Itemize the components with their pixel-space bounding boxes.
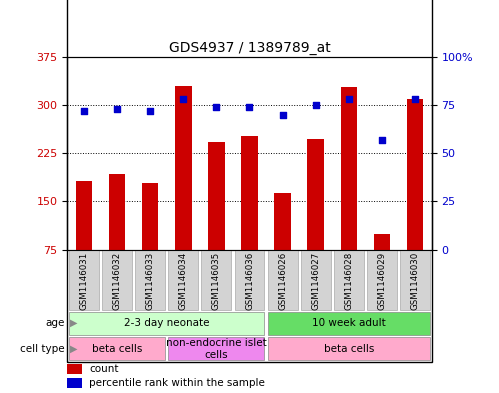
Text: percentile rank within the sample: percentile rank within the sample: [89, 378, 265, 388]
Bar: [175, 86, 192, 298]
Text: GSM1146027: GSM1146027: [311, 252, 320, 310]
Bar: [400, 250, 430, 310]
Title: GDS4937 / 1389789_at: GDS4937 / 1389789_at: [169, 40, 330, 55]
Point: [378, 137, 386, 143]
Bar: [102, 250, 132, 310]
Bar: [334, 250, 364, 310]
Point: [113, 106, 121, 112]
Point: [213, 104, 221, 110]
Bar: [202, 250, 232, 310]
Text: GSM1146033: GSM1146033: [146, 252, 155, 310]
Text: GSM1146036: GSM1146036: [245, 252, 254, 310]
Bar: [168, 250, 198, 310]
Bar: [67, 378, 82, 387]
Text: ▶: ▶: [70, 318, 77, 328]
Text: ▶: ▶: [70, 344, 77, 354]
Text: GSM1146029: GSM1146029: [377, 252, 386, 310]
Text: 10 week adult: 10 week adult: [312, 318, 386, 328]
Bar: [267, 250, 297, 310]
Bar: [241, 136, 258, 298]
Text: non-endocrine islet
cells: non-endocrine islet cells: [166, 338, 267, 360]
Bar: [267, 312, 430, 335]
Text: GSM1146030: GSM1146030: [411, 252, 420, 310]
Text: GSM1146035: GSM1146035: [212, 252, 221, 310]
Bar: [301, 250, 331, 310]
Bar: [67, 364, 82, 374]
Bar: [235, 250, 264, 310]
Bar: [340, 87, 357, 298]
Point: [278, 112, 286, 118]
Text: GSM1146034: GSM1146034: [179, 252, 188, 310]
Bar: [367, 250, 397, 310]
Text: age: age: [45, 318, 65, 328]
Point: [345, 96, 353, 103]
Point: [179, 96, 187, 103]
Point: [80, 108, 88, 114]
Text: 2-3 day neonate: 2-3 day neonate: [124, 318, 210, 328]
Text: GSM1146028: GSM1146028: [344, 252, 353, 310]
Point: [146, 108, 154, 114]
Point: [411, 96, 419, 103]
Text: beta cells: beta cells: [92, 344, 142, 354]
Text: beta cells: beta cells: [324, 344, 374, 354]
Text: cell type: cell type: [20, 344, 65, 354]
Bar: [168, 337, 264, 360]
Text: GSM1146031: GSM1146031: [79, 252, 88, 310]
Bar: [69, 312, 264, 335]
Bar: [274, 193, 291, 298]
Bar: [307, 139, 324, 298]
Bar: [142, 184, 159, 298]
Point: [246, 104, 253, 110]
Bar: [374, 233, 390, 298]
Bar: [69, 250, 99, 310]
Text: GSM1146032: GSM1146032: [113, 252, 122, 310]
Text: count: count: [89, 364, 119, 374]
Bar: [76, 181, 92, 298]
Point: [312, 102, 320, 108]
Text: GSM1146026: GSM1146026: [278, 252, 287, 310]
Bar: [208, 142, 225, 298]
Bar: [109, 174, 125, 298]
Bar: [267, 337, 430, 360]
Bar: [407, 99, 423, 298]
Bar: [69, 337, 165, 360]
Bar: [135, 250, 165, 310]
